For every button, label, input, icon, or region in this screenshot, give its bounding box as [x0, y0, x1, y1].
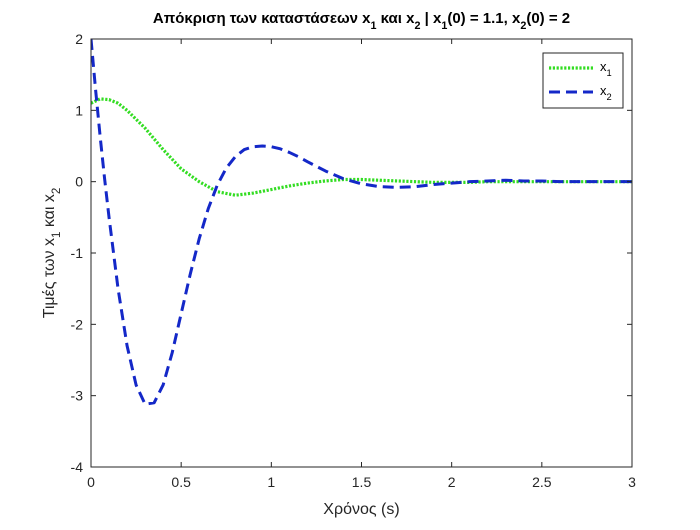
legend-label-name: x [600, 59, 607, 74]
y-axis-label-part: και x [41, 194, 58, 232]
y-tick-label: -4 [71, 459, 84, 475]
chart-title-part: (0) = 1.1, x [447, 10, 521, 27]
axes-layer [90, 38, 633, 468]
y-tick-label: -2 [71, 316, 84, 332]
y-tick-label: -3 [71, 388, 84, 404]
x-tick-label: 2 [448, 474, 456, 490]
y-tick-label: 1 [75, 102, 83, 118]
y-tick-label: 0 [75, 174, 83, 190]
plot-area [91, 39, 632, 467]
y-axis-label-subscript: 2 [51, 188, 63, 194]
legend-label-subscript: 2 [607, 92, 612, 102]
series-layer [91, 39, 632, 406]
x-tick-label: 2.5 [532, 474, 552, 490]
y-axis-label: Τιμές των x1 και x2 [41, 188, 63, 319]
chart-title-part: Απόκριση των καταστάσεων x [153, 10, 371, 27]
legend-label-x2: x2 [600, 83, 612, 102]
x-tick-label: 1 [267, 474, 275, 490]
y-axis-label-part: Τιμές των x [41, 238, 58, 318]
x-tick-label: 0.5 [171, 474, 191, 490]
chart-title-part: | x [420, 10, 442, 27]
chart-title-subscript: 1 [441, 20, 447, 32]
legend-label-name: x [600, 83, 607, 98]
series-line-x2 [91, 39, 632, 406]
y-axis-label-subscript: 1 [51, 232, 63, 238]
x-tick-label: 3 [628, 474, 636, 490]
chart-title-subscript: 2 [414, 20, 420, 32]
chart-title-subscript: 1 [370, 20, 376, 32]
x-axis-label: Χρόνος (s) [323, 501, 399, 518]
legend-box [542, 52, 624, 109]
y-tick-label: -1 [71, 245, 84, 261]
x-tick-label: 1.5 [352, 474, 372, 490]
chart-title-part: (0) = 2 [526, 10, 570, 27]
chart-title-part: και x [377, 10, 416, 27]
x-tick-label: 0 [87, 474, 95, 490]
plot-background [91, 39, 632, 467]
y-tick-label: 2 [75, 31, 83, 47]
chart-title: Απόκριση των καταστάσεων x1 και x2 | x1(… [153, 10, 570, 32]
chart-title-subscript: 2 [520, 20, 526, 32]
legend-label-subscript: 1 [607, 68, 612, 78]
legend-label-x1: x1 [600, 59, 612, 78]
